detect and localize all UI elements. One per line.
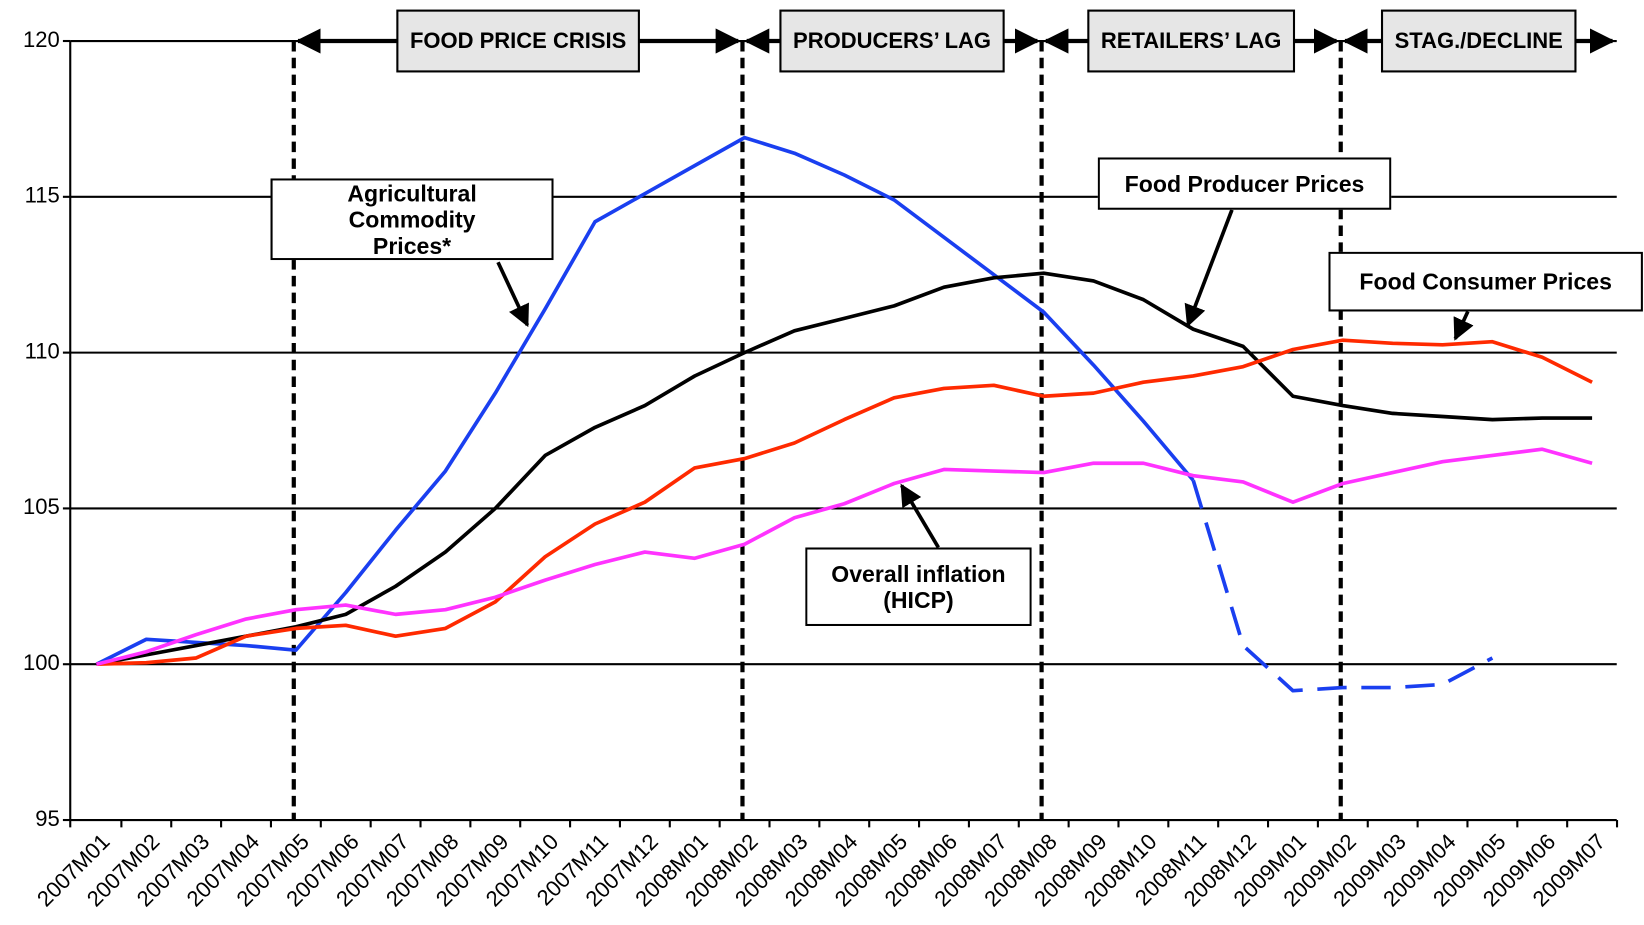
- phase-box: [779, 9, 1005, 73]
- series-line: [1191, 479, 1494, 693]
- series-line: [95, 135, 1195, 666]
- phase-label: FOOD PRICE CRISIS: [410, 28, 626, 53]
- phase-label: PRODUCERS’ LAG: [793, 28, 991, 53]
- phase-label: RETAILERS’ LAG: [1101, 28, 1281, 53]
- series-line: [96, 447, 1593, 667]
- callout: Overall inflation (HICP): [805, 547, 1032, 627]
- phase-label-group: FOOD PRICE CRISIS: [396, 9, 640, 73]
- y-tick-label: 115: [25, 183, 60, 208]
- phase-label-group: STAG./DECLINE: [1380, 9, 1577, 73]
- legend-label: Food Producer Prices: [1097, 157, 1392, 210]
- phase-box: [396, 9, 640, 73]
- callout-arrow: [900, 483, 940, 549]
- callout-arrow: [1453, 310, 1474, 341]
- phase-label-group: PRODUCERS’ LAG: [779, 9, 1005, 73]
- y-tick-label: 100: [23, 650, 60, 675]
- phase-label-group: RETAILERS’ LAG: [1087, 9, 1296, 73]
- y-tick-label: 95: [35, 806, 59, 831]
- callout: Food Consumer Prices: [1328, 251, 1643, 312]
- legend-label: Food Consumer Prices: [1328, 251, 1643, 312]
- y-tick-label: 120: [23, 27, 60, 52]
- callout: Food Producer Prices: [1097, 157, 1392, 210]
- y-tick-label: 110: [25, 338, 60, 363]
- legend-label: Agricultural Commodity Prices*: [270, 178, 554, 261]
- callout-arrow: [496, 261, 530, 328]
- y-tick-label: 105: [23, 494, 60, 519]
- callout: Agricultural Commodity Prices*: [270, 178, 554, 261]
- callout-arrow: [1184, 209, 1234, 328]
- series-line: [96, 271, 1593, 667]
- phase-box: [1087, 9, 1296, 73]
- phase-box: [1380, 9, 1577, 73]
- legend-label: Overall inflation (HICP): [805, 547, 1032, 627]
- series-line: [96, 338, 1593, 667]
- phase-label: STAG./DECLINE: [1395, 28, 1563, 53]
